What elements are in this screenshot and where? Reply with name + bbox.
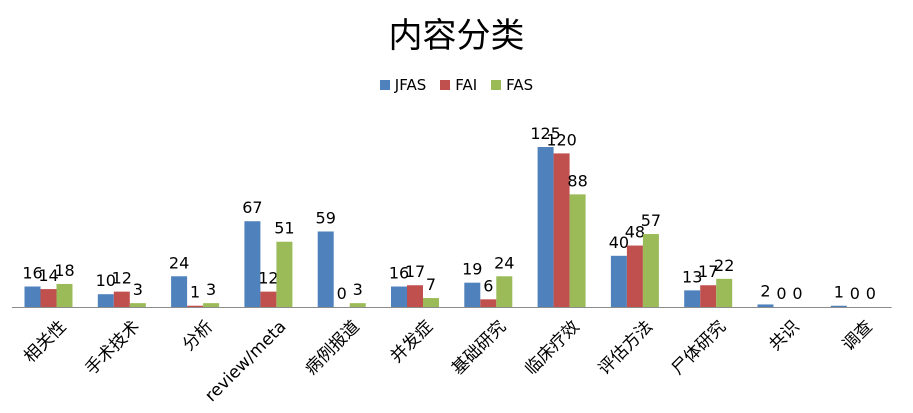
data-label-jfas-11: 1	[834, 283, 844, 302]
bar-jfas-5	[391, 286, 407, 307]
bar-fai-0	[40, 289, 57, 307]
data-label-fai-1: 12	[112, 269, 132, 288]
data-label-jfas-8: 40	[609, 233, 629, 252]
bar-jfas-11	[830, 305, 847, 307]
data-label-fas-3: 51	[274, 219, 294, 238]
x-tick-label-1: 手术技术	[82, 317, 144, 379]
x-tick-label-8: 评估方法	[595, 317, 657, 379]
x-tick-label-9: 尸体研究	[668, 317, 730, 379]
x-tick-label-0: 相关性	[20, 317, 70, 367]
bar-fai-3	[260, 291, 277, 307]
data-label-fas-6: 24	[494, 253, 514, 272]
bar-fas-3	[276, 241, 293, 307]
data-label-fai-2: 1	[190, 283, 200, 302]
data-label-jfas-10: 2	[760, 281, 770, 300]
legend-label-fai: FAI	[455, 76, 478, 94]
chart-title: 内容分类	[388, 16, 525, 56]
legend-item-fai: FAI	[440, 76, 477, 94]
x-tick-label-10: 共识	[765, 317, 803, 355]
data-label-jfas-6: 19	[462, 260, 482, 279]
data-label-fas-2: 3	[206, 280, 216, 299]
bar-jfas-7	[537, 147, 554, 307]
bar-jfas-3	[244, 221, 261, 307]
bar-fas-7	[569, 194, 586, 307]
bar-fai-7	[553, 153, 570, 307]
data-label-fas-5: 7	[426, 275, 436, 294]
legend-swatch-fai	[440, 80, 451, 90]
data-label-fai-11: 0	[850, 284, 860, 303]
bar-fas-2	[203, 303, 220, 307]
x-tick-label-4: 病例报道	[301, 317, 363, 379]
data-label-jfas-3: 67	[242, 198, 262, 217]
bar-fas-5	[423, 298, 439, 307]
data-label-fai-8: 48	[625, 223, 645, 242]
data-label-fai-7: 120	[546, 130, 577, 149]
data-label-fai-0: 14	[38, 266, 58, 285]
bar-fas-8	[642, 234, 659, 307]
data-label-fas-4: 3	[353, 280, 363, 299]
bar-fai-6	[480, 299, 497, 307]
data-label-fas-1: 3	[133, 280, 143, 299]
data-label-fai-5: 17	[405, 262, 425, 281]
data-label-jfas-0: 16	[22, 264, 42, 283]
x-tick-label-5: 并发症	[387, 317, 437, 367]
data-label-fai-3: 12	[258, 269, 278, 288]
data-label-jfas-7: 125	[530, 124, 561, 143]
legend-swatch-jfas	[379, 80, 390, 90]
legend-label-jfas: JFAS	[394, 76, 427, 94]
x-tick-label-2: 分析	[179, 317, 217, 355]
bar-jfas-10	[757, 304, 774, 307]
bar-jfas-1	[97, 294, 114, 307]
bar-fai-9	[700, 285, 717, 307]
data-label-fas-7: 88	[567, 171, 587, 190]
legend: JFAS FAI FAS	[0, 76, 913, 94]
bar-fas-6	[496, 276, 513, 307]
data-label-fai-4: 0	[337, 284, 347, 303]
legend-swatch-fas	[491, 80, 502, 90]
bar-jfas-4	[317, 231, 334, 307]
bar-fai-2	[187, 305, 204, 307]
x-tick-label-7: 临床疗效	[521, 317, 583, 379]
data-label-fas-11: 0	[866, 284, 876, 303]
bar-fas-1	[129, 303, 146, 307]
bar-fas-9	[716, 278, 733, 307]
data-label-jfas-2: 24	[169, 253, 189, 272]
x-tick-label-11: 调查	[839, 317, 877, 355]
legend-item-jfas: JFAS	[379, 76, 427, 94]
data-label-fas-8: 57	[641, 211, 661, 230]
data-label-fas-10: 0	[792, 284, 802, 303]
bar-fai-1	[113, 291, 130, 307]
bar-jfas-6	[464, 282, 481, 307]
data-label-fai-10: 0	[776, 284, 786, 303]
data-label-fas-0: 18	[54, 261, 74, 280]
bar-jfas-0	[24, 286, 41, 307]
data-label-jfas-5: 16	[389, 264, 409, 283]
bar-jfas-9	[684, 290, 701, 307]
bar-fas-0	[56, 283, 73, 307]
data-label-fas-9: 22	[714, 256, 734, 275]
data-label-jfas-4: 59	[316, 208, 336, 227]
x-tick-label-6: 基础研究	[448, 317, 510, 379]
legend-item-fas: FAS	[491, 76, 533, 94]
data-label-fai-9: 17	[698, 262, 718, 281]
bar-fai-5	[407, 285, 423, 307]
legend-label-fas: FAS	[506, 76, 534, 94]
data-label-fai-6: 6	[483, 276, 493, 295]
data-label-jfas-9: 13	[682, 267, 702, 286]
bar-jfas-2	[171, 276, 188, 307]
bar-fas-4	[349, 303, 366, 307]
bar-jfas-8	[610, 255, 627, 307]
bar-fai-8	[626, 245, 643, 307]
data-label-jfas-1: 10	[96, 271, 116, 290]
